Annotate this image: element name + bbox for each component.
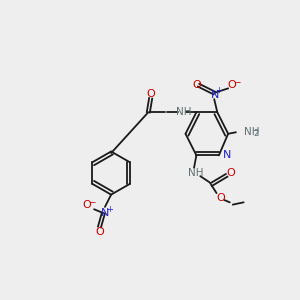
Text: NH: NH [176, 107, 192, 117]
Text: O: O [192, 80, 201, 89]
Text: O: O [146, 89, 155, 99]
Text: +: + [215, 86, 222, 95]
Text: N: N [223, 150, 231, 160]
Text: NH: NH [188, 168, 203, 178]
Text: O: O [226, 168, 235, 178]
Text: O: O [83, 200, 92, 210]
Text: +: + [106, 205, 113, 214]
Text: −: − [88, 197, 95, 206]
Text: O: O [228, 80, 236, 89]
Text: −: − [233, 77, 240, 86]
Text: N: N [101, 208, 109, 218]
Text: N: N [211, 89, 219, 100]
Text: O: O [217, 193, 226, 203]
Text: O: O [95, 226, 104, 237]
Text: NH: NH [244, 127, 259, 137]
Text: 2: 2 [254, 129, 259, 138]
